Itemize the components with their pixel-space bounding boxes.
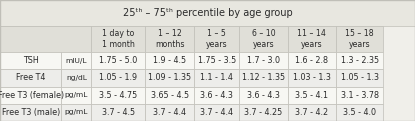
Text: TSH: TSH xyxy=(23,56,39,65)
Bar xyxy=(194,104,239,121)
Text: 1 – 5
years: 1 – 5 years xyxy=(206,29,227,49)
Text: 6 – 10
years: 6 – 10 years xyxy=(252,29,275,49)
Text: Free T3 (male): Free T3 (male) xyxy=(2,108,60,117)
Bar xyxy=(194,69,239,87)
Bar xyxy=(288,69,336,87)
Text: 3.7 - 4.5: 3.7 - 4.5 xyxy=(102,108,135,117)
Bar xyxy=(61,104,91,121)
Text: 3.7 - 4.4: 3.7 - 4.4 xyxy=(200,108,233,117)
Bar xyxy=(91,104,145,121)
Bar xyxy=(194,26,239,52)
Bar xyxy=(239,104,288,121)
Bar xyxy=(0,87,61,104)
Text: 15 – 18
years: 15 – 18 years xyxy=(345,29,374,49)
Text: 1.05 - 1.3: 1.05 - 1.3 xyxy=(341,73,378,82)
Bar xyxy=(145,87,194,104)
Bar xyxy=(91,52,145,69)
Text: 1.75 - 5.0: 1.75 - 5.0 xyxy=(99,56,137,65)
Text: 3.7 - 4.2: 3.7 - 4.2 xyxy=(295,108,328,117)
Bar xyxy=(0,52,61,69)
Text: 1.9 - 4.5: 1.9 - 4.5 xyxy=(153,56,186,65)
Bar xyxy=(0,0,415,26)
Bar xyxy=(145,52,194,69)
Bar xyxy=(0,26,91,52)
Text: 1.1 - 1.4: 1.1 - 1.4 xyxy=(200,73,233,82)
Bar xyxy=(288,87,336,104)
Bar xyxy=(0,69,61,87)
Bar xyxy=(61,87,91,104)
Text: 3.6 - 4.3: 3.6 - 4.3 xyxy=(200,91,233,100)
Bar xyxy=(336,69,383,87)
Bar xyxy=(194,52,239,69)
Bar xyxy=(145,69,194,87)
Text: 1.6 - 2.8: 1.6 - 2.8 xyxy=(295,56,328,65)
Text: 1.12 - 1.35: 1.12 - 1.35 xyxy=(242,73,285,82)
Bar xyxy=(91,87,145,104)
Text: pg/mL: pg/mL xyxy=(65,109,88,115)
Text: 3.6 - 4.3: 3.6 - 4.3 xyxy=(247,91,280,100)
Text: 1 – 12
months: 1 – 12 months xyxy=(155,29,185,49)
Bar xyxy=(336,26,383,52)
Bar xyxy=(61,69,91,87)
Text: 3.7 - 4.25: 3.7 - 4.25 xyxy=(244,108,283,117)
Bar xyxy=(336,87,383,104)
Text: 3.5 - 4.0: 3.5 - 4.0 xyxy=(343,108,376,117)
Text: pg/mL: pg/mL xyxy=(65,92,88,98)
Text: 1.03 - 1.3: 1.03 - 1.3 xyxy=(293,73,331,82)
Bar xyxy=(288,52,336,69)
Text: 1.09 - 1.35: 1.09 - 1.35 xyxy=(148,73,191,82)
Text: ng/dL: ng/dL xyxy=(66,75,87,81)
Bar xyxy=(288,104,336,121)
Text: 3.5 - 4.75: 3.5 - 4.75 xyxy=(99,91,137,100)
Text: 11 – 14
years: 11 – 14 years xyxy=(298,29,326,49)
Bar xyxy=(239,52,288,69)
Text: 1 day to
1 month: 1 day to 1 month xyxy=(102,29,135,49)
Bar xyxy=(336,52,383,69)
Text: 1.3 - 2.35: 1.3 - 2.35 xyxy=(341,56,378,65)
Bar xyxy=(0,104,61,121)
Text: 1.7 - 3.0: 1.7 - 3.0 xyxy=(247,56,280,65)
Bar xyxy=(336,104,383,121)
Bar xyxy=(61,52,91,69)
Bar xyxy=(91,69,145,87)
Text: 3.1 - 3.78: 3.1 - 3.78 xyxy=(341,91,378,100)
Text: Free T4: Free T4 xyxy=(16,73,45,82)
Text: 25ᵗʰ – 75ᵗʰ percentile by age group: 25ᵗʰ – 75ᵗʰ percentile by age group xyxy=(122,8,293,18)
Bar xyxy=(91,26,145,52)
Text: 1.05 - 1.9: 1.05 - 1.9 xyxy=(99,73,137,82)
Bar xyxy=(288,26,336,52)
Bar xyxy=(239,69,288,87)
Bar xyxy=(239,26,288,52)
Text: 3.5 - 4.1: 3.5 - 4.1 xyxy=(295,91,328,100)
Bar xyxy=(194,87,239,104)
Bar xyxy=(239,87,288,104)
Bar xyxy=(145,26,194,52)
Text: 3.7 - 4.4: 3.7 - 4.4 xyxy=(153,108,186,117)
Text: Free T3 (female): Free T3 (female) xyxy=(0,91,64,100)
Text: mIU/L: mIU/L xyxy=(66,58,87,64)
Text: 1.75 - 3.5: 1.75 - 3.5 xyxy=(198,56,236,65)
Bar xyxy=(145,104,194,121)
Text: 3.65 - 4.5: 3.65 - 4.5 xyxy=(151,91,189,100)
